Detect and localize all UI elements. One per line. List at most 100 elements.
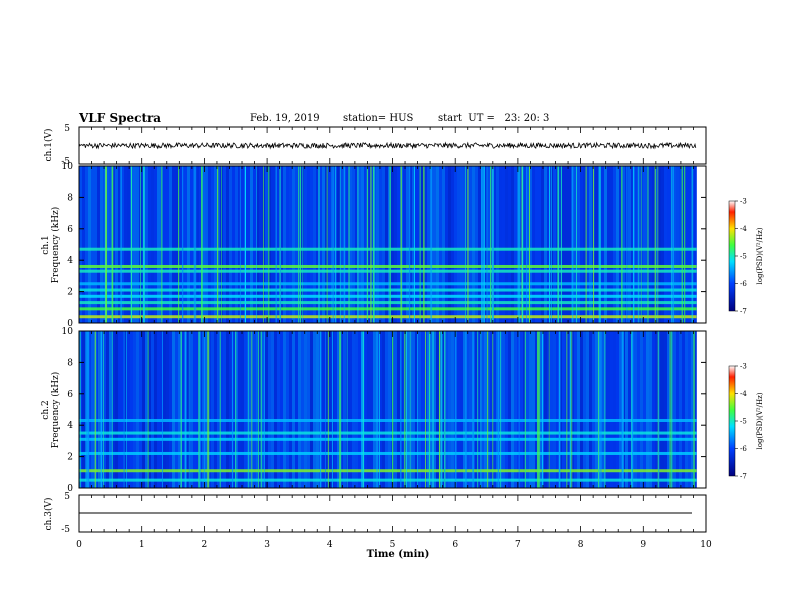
spectrogram-column	[295, 166, 298, 323]
spectrogram-column	[331, 166, 334, 323]
spectrogram-column	[217, 331, 220, 488]
spectrogram-column	[277, 331, 280, 488]
spectrogram-band	[79, 264, 697, 268]
spectrogram-column	[226, 166, 229, 323]
spectrogram-column	[640, 331, 643, 488]
spectrogram-column	[82, 166, 85, 323]
spectrogram-column	[238, 331, 241, 488]
spectrogram-column	[502, 331, 505, 488]
spectrogram-column	[613, 331, 616, 488]
spectrogram-band	[79, 301, 697, 305]
spectrogram-column	[298, 331, 301, 488]
spectrogram-column	[490, 166, 493, 323]
ch1-ytick-top: 5	[64, 124, 70, 134]
spectrogram-column	[172, 166, 175, 323]
ch1-colorbar-scale	[728, 200, 736, 312]
spectrogram-column	[349, 166, 352, 323]
time-tick-label: 10	[700, 540, 712, 550]
freq-tick-label: 4	[67, 421, 73, 431]
spectrogram-column	[142, 331, 145, 488]
spectrogram-column	[511, 331, 514, 488]
spectrogram-column	[523, 331, 526, 488]
spectrogram-column	[475, 166, 478, 323]
ch2-spectrogram-image	[79, 331, 706, 488]
spectrogram-column	[664, 166, 667, 323]
spectrogram-column	[355, 166, 358, 323]
spectrogram-column	[379, 331, 382, 488]
spectrogram-column	[202, 166, 205, 323]
ch3-ytick-top: 5	[64, 492, 70, 502]
time-tick-labels: 0 1 2 3 4 5 6 7 8 9 10	[76, 540, 712, 550]
spectrogram-column	[451, 331, 454, 488]
spectrogram-column	[445, 331, 448, 488]
ch3-waveform-panel: 5 -5 ch.3(V)	[43, 492, 707, 535]
spectrogram-column	[424, 166, 427, 323]
spectrogram-column	[433, 166, 436, 323]
spectrogram-column	[454, 166, 457, 323]
spectrogram-column	[637, 331, 640, 488]
spectrogram-column	[97, 331, 100, 488]
spectrogram-band	[79, 478, 697, 482]
ch1-colorbar-ticks: -3 -4 -5 -6 -7	[735, 198, 747, 316]
spectrogram-column	[259, 331, 262, 488]
spectrogram-column	[568, 331, 571, 488]
spectrogram-column	[694, 331, 697, 488]
spectrogram-column	[616, 166, 619, 323]
colorbar-tick-label: -5	[740, 418, 747, 426]
freq-tick-label: 2	[67, 453, 73, 463]
spectrogram-column	[127, 331, 130, 488]
spectrogram-column	[679, 331, 682, 488]
spectrogram-column	[679, 166, 682, 323]
spectrogram-column	[343, 331, 346, 488]
spectrogram-column	[466, 331, 469, 488]
spectrogram-column	[292, 331, 295, 488]
spectrogram-column	[643, 331, 646, 488]
spectrogram-band	[79, 451, 697, 455]
colorbar-tick-label: -4	[740, 225, 747, 233]
spectrogram-column	[169, 166, 172, 323]
spectrogram-column	[106, 331, 109, 488]
spectrogram-column	[673, 166, 676, 323]
spectrogram-column	[313, 166, 316, 323]
spectrogram-column	[118, 166, 121, 323]
spectrogram-column	[79, 166, 82, 323]
spectrogram-column	[211, 331, 214, 488]
spectrogram-column	[517, 331, 520, 488]
spectrogram-column	[187, 331, 190, 488]
spectrogram-column	[130, 331, 133, 488]
spectrogram-column	[229, 331, 232, 488]
spectrogram-column	[595, 166, 598, 323]
spectrogram-column	[337, 166, 340, 323]
spectrogram-column	[376, 166, 379, 323]
freq-tick-label: 6	[67, 390, 73, 400]
spectrogram-column	[415, 331, 418, 488]
spectrogram-column	[499, 166, 502, 323]
time-tick-label: 3	[264, 540, 270, 550]
spectrogram-column	[472, 166, 475, 323]
spectrogram-column	[685, 166, 688, 323]
spectrogram-column	[208, 166, 211, 323]
spectrogram-column	[418, 166, 421, 323]
spectrogram-column	[253, 331, 256, 488]
spectrogram-column	[175, 166, 178, 323]
spectrogram-column	[181, 331, 184, 488]
spectrogram-column	[577, 331, 580, 488]
spectrogram-column	[322, 331, 325, 488]
spectrogram-column	[124, 331, 127, 488]
spectrogram-column	[583, 331, 586, 488]
spectrogram-column	[166, 331, 169, 488]
spectrogram-column	[571, 331, 574, 488]
spectrogram-column	[406, 331, 409, 488]
spectrogram-column	[652, 331, 655, 488]
spectrogram-column	[538, 166, 541, 323]
spectrogram-column	[304, 166, 307, 323]
spectrogram-column	[535, 166, 538, 323]
spectrogram-column	[334, 331, 337, 488]
spectrogram-column	[133, 166, 136, 323]
spectrogram-column	[88, 331, 91, 488]
spectrogram-column	[97, 166, 100, 323]
spectrogram-column	[457, 331, 460, 488]
spectrogram-column	[268, 331, 271, 488]
spectrogram-column	[364, 331, 367, 488]
spectrogram-column	[259, 166, 262, 323]
